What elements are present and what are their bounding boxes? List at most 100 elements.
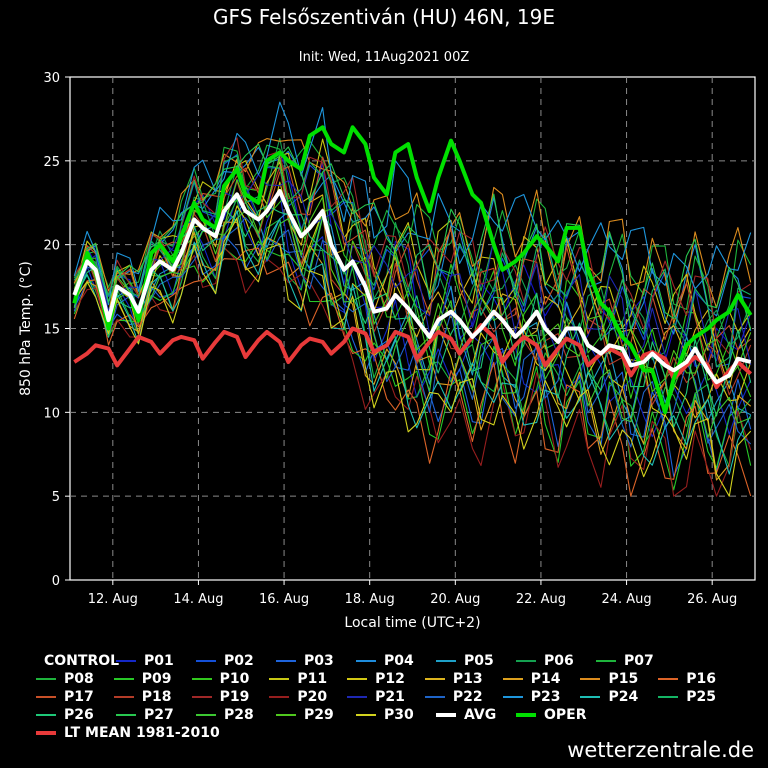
legend-swatch	[436, 713, 456, 717]
legend-label: P28	[224, 707, 254, 723]
legend-item: P26	[36, 707, 116, 723]
legend-swatch	[658, 678, 679, 680]
legend-label: P29	[304, 707, 334, 723]
legend-swatch	[276, 660, 296, 662]
legend-item: P30	[356, 707, 436, 723]
y-tick-label: 0	[52, 574, 60, 589]
legend-item: P07	[596, 653, 676, 669]
legend-swatch	[502, 696, 523, 698]
member-line-p14	[73, 221, 752, 481]
legend-label: P04	[384, 653, 414, 669]
legend-swatch	[269, 696, 290, 698]
legend-item: P11	[269, 671, 347, 687]
legend-item: P24	[580, 689, 658, 705]
legend-item: P20	[269, 689, 347, 705]
member-line-p16	[73, 247, 752, 497]
legend-item: P27	[116, 707, 196, 723]
x-tick-label: 18. Aug	[345, 592, 395, 607]
chart-subtitle: Init: Wed, 11Aug2021 00Z	[298, 50, 470, 65]
legend-item: P15	[580, 671, 658, 687]
y-tick-label: 30	[43, 71, 60, 86]
x-tick-label: 20. Aug	[430, 592, 480, 607]
legend-label: P07	[624, 653, 654, 669]
x-axis-label: Local time (UTC+2)	[344, 615, 480, 631]
legend-item: P29	[276, 707, 356, 723]
legend-item: P18	[113, 689, 192, 705]
legend-swatch	[36, 696, 56, 698]
legend-label: P27	[144, 707, 174, 723]
legend-item: P06	[516, 653, 596, 669]
member-line-p23	[73, 101, 752, 306]
legend-label: P24	[608, 689, 639, 705]
brand-watermark: wetterzentrale.de	[567, 738, 754, 762]
legend-swatch	[276, 714, 296, 716]
legend-item: P28	[196, 707, 276, 723]
legend-label: P30	[384, 707, 414, 723]
legend-swatch	[113, 678, 134, 680]
legend-item: P10	[191, 671, 270, 687]
legend-item: LT MEAN 1981-2010	[36, 725, 256, 741]
y-axis-label: 850 hPa Temp. (°C)	[18, 261, 34, 396]
legend-item: P19	[191, 689, 270, 705]
legend-swatch	[347, 678, 368, 680]
legend-item: P12	[347, 671, 425, 687]
legend-swatch	[658, 696, 679, 698]
legend-item: P13	[424, 671, 503, 687]
legend-swatch	[196, 660, 216, 662]
legend-item: P08	[36, 671, 114, 687]
legend-label: P06	[544, 653, 574, 669]
member-line-p15	[73, 138, 752, 324]
member-line-p17	[73, 156, 752, 367]
legend-item: P03	[276, 653, 356, 669]
legend-label: P13	[452, 671, 483, 687]
member-line-p28	[73, 210, 751, 438]
legend-row: CONTROL P01 P02 P03 P04 P05 P06 P07	[36, 652, 736, 670]
legend-item: OPER	[516, 707, 596, 723]
legend-label: CONTROL	[44, 653, 120, 669]
legend-label: P18	[141, 689, 172, 705]
y-tick-label: 15	[43, 323, 60, 338]
legend-swatch	[516, 713, 536, 717]
legend-label: P10	[219, 671, 250, 687]
member-line-p27	[73, 143, 752, 330]
legend-swatch	[596, 660, 616, 662]
legend-label: AVG	[464, 707, 497, 723]
legend-swatch	[516, 660, 536, 662]
legend-label: P16	[686, 671, 716, 687]
legend-row: P08 P09 P10 P11 P12 P13 P14 P15 P16	[36, 670, 736, 688]
legend-swatch	[356, 714, 376, 716]
legend-label: P11	[297, 671, 328, 687]
legend-label: P03	[304, 653, 334, 669]
legend-item: P02	[196, 653, 276, 669]
x-tick-label: 14. Aug	[173, 592, 223, 607]
legend-label: P19	[219, 689, 250, 705]
legend-label: P17	[64, 689, 94, 705]
legend-label: P05	[464, 653, 494, 669]
ensemble-chart: 0 5 10 15 20 25 30 12. Aug 14. Aug 16. Aug 18. Aug…	[18, 71, 756, 631]
legend-swatch	[580, 696, 601, 698]
legend-item: P04	[356, 653, 436, 669]
legend-label: OPER	[544, 707, 587, 723]
legend-label: P26	[64, 707, 94, 723]
x-tick-label: 16. Aug	[259, 592, 309, 607]
legend-swatch	[36, 678, 56, 680]
legend-swatch	[36, 731, 56, 735]
avg-line	[72, 189, 752, 385]
x-tick-label: 22. Aug	[516, 592, 566, 607]
y-tick-label: 20	[43, 239, 60, 254]
legend-swatch	[424, 696, 445, 698]
legend-label: P08	[64, 671, 94, 687]
chart-legend: CONTROL P01 P02 P03 P04 P05 P06 P07 P08 P09 P10 P11…	[36, 652, 736, 742]
legend-label: P21	[375, 689, 405, 705]
legend-label: P14	[530, 671, 561, 687]
legend-row: LT MEAN 1981-2010	[36, 724, 736, 742]
legend-swatch	[191, 678, 212, 680]
legend-item: P16	[658, 671, 736, 687]
legend-label: P15	[608, 671, 639, 687]
legend-item: P01	[116, 653, 196, 669]
x-tick-label: 12. Aug	[88, 592, 138, 607]
chart-title: GFS Felsőszentiván (HU) 46N, 19E	[213, 5, 555, 29]
legend-swatch	[191, 696, 212, 698]
member-line-p08	[73, 140, 752, 339]
legend-swatch	[113, 696, 134, 698]
